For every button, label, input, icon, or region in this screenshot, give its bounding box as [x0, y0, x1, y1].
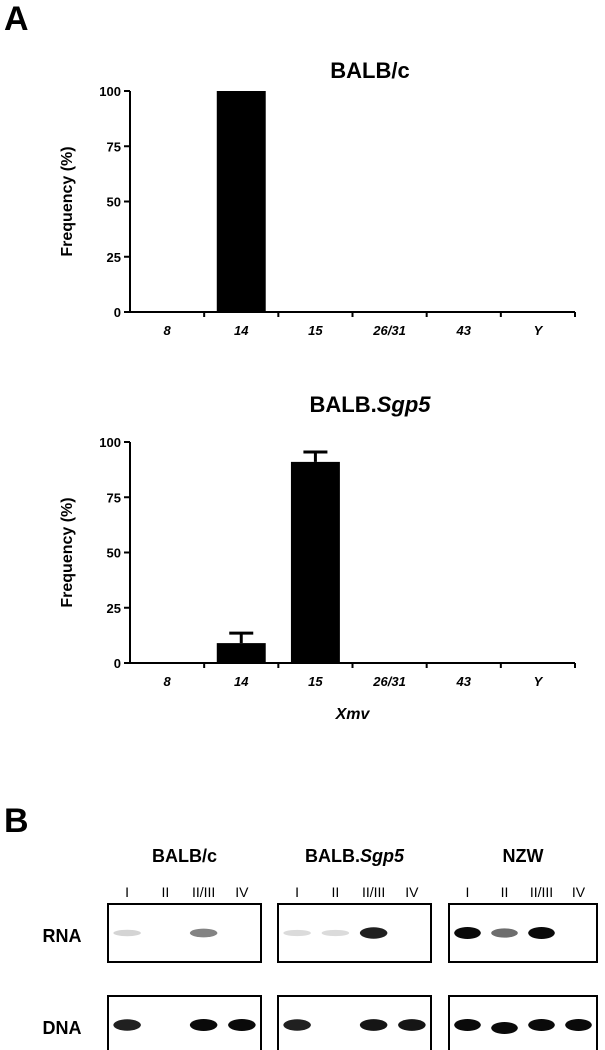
bar: [290, 461, 340, 663]
gel-band: [113, 1019, 141, 1031]
gel-band: [491, 928, 518, 938]
gel-band: [454, 1019, 481, 1031]
chart-title-italic: Sgp5: [377, 392, 432, 417]
x-tick-label: 14: [234, 674, 249, 689]
gel-band: [283, 929, 311, 937]
y-tick-label: 100: [99, 84, 121, 99]
gel-lane-label: II: [331, 884, 339, 900]
x-tick-label: 14: [234, 323, 249, 338]
y-tick-label: 50: [107, 195, 121, 210]
gel-lane-label: I: [295, 884, 299, 900]
gel-group-title: BALB/c: [152, 846, 217, 866]
gel-band: [565, 1019, 592, 1031]
bar: [216, 643, 266, 663]
x-tick-label: 15: [308, 323, 323, 338]
gel-band: [454, 927, 481, 939]
y-tick-label: 0: [114, 656, 121, 671]
gel-band: [528, 1019, 555, 1031]
chart-title: BALB.Sgp5: [309, 392, 431, 417]
chart-title: BALB/c: [330, 58, 409, 83]
gel-band: [528, 927, 555, 939]
x-tick-label: 26/31: [372, 323, 406, 338]
gel-lane-label: I: [125, 884, 129, 900]
y-tick-label: 25: [107, 250, 121, 265]
gel-band: [321, 929, 350, 937]
gel-band: [359, 927, 388, 939]
x-tick-label: Y: [534, 674, 544, 689]
y-tick-label: 0: [114, 305, 121, 320]
x-tick-label: 8: [163, 323, 171, 338]
gel-band: [398, 1019, 426, 1031]
y-tick-label: 50: [107, 546, 121, 561]
y-tick-label: 75: [107, 490, 121, 505]
gel-row-label: RNA: [43, 926, 82, 946]
y-tick-label: 25: [107, 601, 121, 616]
y-axis-label: Frequency (%): [59, 497, 76, 607]
y-tick-label: 100: [99, 435, 121, 450]
gel-row-label: DNA: [43, 1018, 82, 1038]
y-axis-label: Frequency (%): [59, 146, 76, 256]
gel-group-title-italic: Sgp5: [360, 846, 405, 866]
x-tick-label: 26/31: [372, 674, 406, 689]
panel-letter-a: A: [4, 0, 29, 38]
panel-letter-b: B: [4, 802, 29, 840]
gel-band: [113, 929, 141, 937]
gel-band: [283, 1019, 311, 1031]
gel-lane-label: IV: [405, 884, 419, 900]
gel-group-title-main: NZW: [503, 846, 544, 866]
gel-band: [189, 928, 218, 938]
bar: [216, 91, 266, 312]
x-tick-label: 43: [456, 323, 472, 338]
gel-group-title: NZW: [503, 846, 544, 866]
gel-lane-label: II: [501, 884, 509, 900]
chart-title-main: BALB/c: [330, 58, 409, 83]
gel-lane-label: II/III: [530, 884, 553, 900]
gel-band: [359, 1019, 388, 1031]
gel-lane-label: IV: [572, 884, 586, 900]
x-tick-label: Y: [534, 323, 544, 338]
bar-chart-balbc: BALB/c 0 25 50 75 100 Frequency (%) 8 14 15 26/31 4…: [59, 58, 576, 338]
gel-band: [228, 1019, 256, 1031]
gel-group-title-main: BALB/c: [152, 846, 217, 866]
gel-group-title: BALB.Sgp5: [305, 846, 405, 866]
bar-chart-balb-sgp5: BALB.Sgp5 0 25 50 75 100 Frequency (%) 8 14 15 26/…: [59, 392, 576, 723]
gel-lane-label: II: [161, 884, 169, 900]
gel-lane-label: IV: [235, 884, 249, 900]
gel-group-title-main: BALB.: [305, 846, 360, 866]
x-tick-label: 8: [163, 674, 171, 689]
gel-band: [189, 1019, 218, 1031]
x-axis-label: Xmv: [335, 706, 371, 723]
gel-band: [491, 1022, 518, 1034]
gel-lane-label: II/III: [192, 884, 215, 900]
gel-lane-label: I: [466, 884, 470, 900]
chart-title-main: BALB.: [309, 392, 376, 417]
gel-lane-label: II/III: [362, 884, 385, 900]
y-tick-label: 75: [107, 139, 121, 154]
x-tick-label: 43: [456, 674, 472, 689]
x-tick-label: 15: [308, 674, 323, 689]
